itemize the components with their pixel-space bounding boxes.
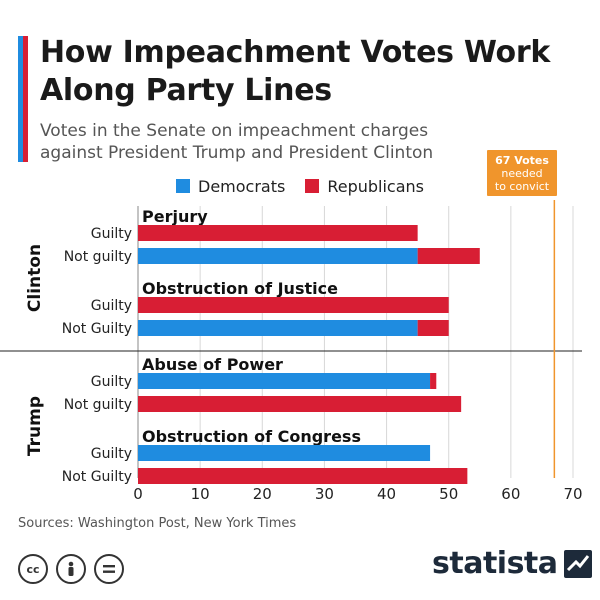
row-label-clinton-1-0: Guilty [91, 298, 132, 314]
group-label-clinton: Clinton [25, 244, 45, 312]
bar-democrats-trump-0-0 [138, 373, 431, 389]
x-tick-label-70: 70 [563, 485, 582, 503]
bar-republicans-trump-0-0 [430, 373, 437, 389]
cc-icon[interactable]: cc [18, 554, 48, 584]
chart-title: How Impeachment Votes Work Along Party L… [40, 35, 551, 108]
accent-bar-red [23, 36, 28, 162]
source-note: Sources: Washington Post, New York Times [18, 516, 297, 531]
chart-canvas: 0 10 20 30 40 50 60 70 Perjury Guilty Not guilty Ob… [0, 200, 583, 503]
row-label-clinton-0-0: Guilty [91, 226, 132, 242]
accent-bar-blue [18, 36, 23, 162]
brand-mark-icon [563, 549, 592, 578]
bar-republicans-clinton-0-1 [417, 248, 480, 264]
callout-line-1: 67 Votes [495, 153, 549, 167]
charge-label-obstruction-of-congress: Obstruction of Congress [142, 427, 361, 446]
x-tick-label-50: 50 [439, 485, 458, 503]
group-label-trump: Trump [25, 396, 45, 456]
bar-democrats-trump-1-0 [138, 445, 431, 461]
bar-republicans-trump-1-1 [138, 468, 468, 484]
legend-label-republicans: Republicans [327, 176, 424, 196]
row-label-trump-1-1: Not Guilty [62, 469, 132, 485]
x-tick-label-20: 20 [253, 485, 272, 503]
row-label-clinton-0-1: Not guilty [64, 249, 132, 265]
callout-line-3: to convict [494, 179, 550, 193]
bar-republicans-clinton-1-0 [138, 297, 449, 313]
equals-icon[interactable] [94, 554, 124, 584]
legend-swatch-republicans [305, 179, 320, 193]
legend-item-democrats: Democrats [176, 177, 285, 196]
bar-republicans-clinton-0-0 [138, 225, 418, 241]
x-tick-label-30: 30 [315, 485, 334, 503]
row-label-clinton-1-1: Not Guilty [62, 321, 132, 337]
bar-republicans-clinton-1-1 [417, 320, 449, 336]
legend-item-republicans: Republicans [305, 177, 424, 196]
x-tick-label-0: 0 [133, 485, 143, 503]
bar-republicans-trump-0-1 [138, 396, 462, 412]
bar-democrats-clinton-1-1 [138, 320, 418, 336]
charge-label-obstruction-of-justice: Obstruction of Justice [142, 279, 338, 298]
chart-subtitle: Votes in the Senate on impeachment charg… [40, 121, 434, 163]
legend-swatch-democrats [176, 179, 190, 193]
x-tick-label-10: 10 [191, 485, 210, 503]
charge-label-perjury: Perjury [142, 207, 208, 226]
license-icons: cc [18, 554, 132, 584]
charge-label-abuse-of-power: Abuse of Power [142, 355, 283, 374]
row-label-trump-0-1: Not guilty [64, 397, 132, 413]
legend: Democrats Republicans [176, 176, 444, 196]
x-tick-label-60: 60 [501, 485, 520, 503]
bar-democrats-clinton-0-1 [138, 248, 418, 264]
row-label-trump-0-0: Guilty [91, 374, 132, 390]
legend-label-democrats: Democrats [198, 176, 286, 196]
title-accent-bar [18, 36, 28, 162]
threshold-callout: 67 Votes needed to convict [487, 150, 557, 196]
row-label-trump-1-0: Guilty [91, 446, 132, 462]
brand-logo[interactable]: statista [432, 546, 592, 581]
callout-line-2: needed [501, 166, 543, 180]
person-icon[interactable] [56, 554, 86, 584]
x-tick-label-40: 40 [377, 485, 396, 503]
brand-wordmark: statista [432, 546, 558, 581]
